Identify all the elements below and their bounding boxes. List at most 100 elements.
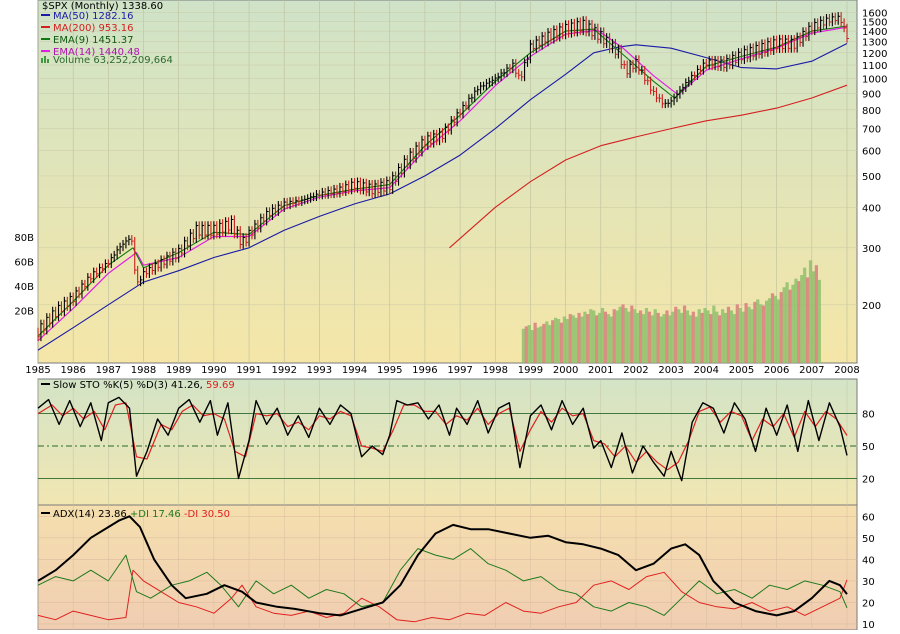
- volume-bar: [621, 304, 625, 363]
- adx-tick-label: 40: [862, 555, 875, 566]
- volume-bar: [756, 299, 760, 363]
- x-tick-label: 1986: [60, 365, 85, 376]
- volume-bar: [589, 309, 593, 363]
- ma50-line: [37, 43, 848, 351]
- adx-title-minusdi: -DI 30.50: [184, 509, 230, 520]
- volume-bar: [527, 325, 531, 363]
- volume-bar: [542, 323, 546, 363]
- ema9-swatch: [41, 38, 50, 40]
- volume-bar: [741, 311, 745, 363]
- volume-bar: [650, 315, 654, 363]
- sto-title-d: 59.69: [206, 380, 235, 391]
- x-tick-label: 2002: [623, 365, 648, 376]
- volume-bar: [767, 298, 772, 363]
- volume-bar: [776, 299, 780, 363]
- volume-bar: [662, 314, 666, 363]
- volume-bar: [609, 316, 613, 363]
- volume-bar: [627, 311, 631, 363]
- price-tick-label: 300: [862, 244, 881, 255]
- volume-bar: [606, 314, 610, 363]
- adx-panel-bg: [37, 504, 858, 631]
- volume-bar: [586, 314, 590, 363]
- x-tick-label: 1999: [518, 365, 543, 376]
- volume-bar: [785, 282, 789, 363]
- ema14-label: EMA(14) 1440.48: [53, 47, 140, 58]
- volume-bar: [685, 310, 690, 363]
- volume-bar: [524, 326, 528, 363]
- volume-bar: [779, 292, 783, 363]
- x-tick-label: 2004: [694, 365, 719, 376]
- volume-bar: [674, 306, 678, 363]
- volume-bar: [723, 312, 728, 363]
- volume-bar: [638, 310, 643, 363]
- volume-bar: [680, 312, 684, 363]
- volume-bar: [817, 279, 821, 363]
- volume-tick-label: 80B: [14, 233, 34, 244]
- adx-tick-label: 10: [862, 620, 875, 630]
- volume-bar: [729, 310, 734, 363]
- volume-bar: [659, 316, 663, 363]
- volume-bar: [551, 320, 555, 363]
- ma200-line: [449, 84, 848, 249]
- grid-layer: [37, 0, 857, 630]
- price-tick-label: 1500: [862, 17, 887, 28]
- volume-bar: [530, 330, 534, 363]
- x-tick-label: 1985: [25, 365, 50, 376]
- volume-bar: [700, 312, 704, 363]
- plus-di-line: [37, 548, 848, 616]
- series-layer: [37, 12, 849, 623]
- price-tick-label: 1100: [862, 61, 887, 72]
- adx-legend: ADX(14) 23.86 +DI 17.46 -DI 30.50: [41, 509, 230, 520]
- sto-tick-label: 80: [862, 410, 875, 421]
- x-tick-label: 1990: [201, 365, 226, 376]
- x-tick-label: 1993: [307, 365, 332, 376]
- volume-bar: [571, 315, 575, 363]
- volume-bar: [697, 309, 701, 363]
- x-tick-label: 1988: [131, 365, 156, 376]
- volume-bar: [808, 260, 813, 363]
- volume-tick-label: 20B: [14, 307, 34, 318]
- adx-tick-label: 50: [862, 534, 875, 545]
- price-legend: $SPX (Monthly) 1338.60 MA(50) 1282.16 MA…: [41, 1, 173, 66]
- volume-bar: [633, 309, 637, 363]
- x-tick-label: 2003: [658, 365, 683, 376]
- ema14-swatch: [41, 50, 50, 52]
- volume-bar: [782, 287, 786, 363]
- volume-bar: [595, 315, 599, 363]
- volume-bar: [665, 310, 669, 363]
- adx-swatch: [41, 512, 50, 514]
- volume-bar: [612, 309, 616, 363]
- axis-layer: 1985 1986 1987 1988 1989 1990 1991 1992 1993 1994…: [14, 8, 887, 631]
- adx-tick-label: 30: [862, 577, 875, 588]
- volume-tick-label: 40B: [14, 282, 34, 293]
- volume-bar: [738, 308, 742, 363]
- volume-bar: [712, 305, 716, 363]
- volume-bar: [630, 305, 634, 363]
- ma200-swatch: [41, 26, 50, 28]
- volume-bar: [618, 306, 622, 363]
- volume-bars: [521, 260, 821, 363]
- volume-bar: [624, 308, 628, 363]
- volume-bar: [703, 308, 707, 363]
- volume-bar: [574, 317, 578, 363]
- adx-tick-label: 20: [862, 598, 875, 609]
- volume-bar: [803, 267, 807, 363]
- volume-bar: [694, 316, 698, 363]
- volume-bar: [750, 309, 754, 363]
- sto-k-line: [37, 396, 848, 482]
- volume-bar: [671, 311, 675, 363]
- volume-bar: [562, 316, 567, 363]
- volume-bar: [583, 311, 587, 363]
- price-tick-label: 1600: [862, 8, 887, 19]
- volume-bar: [677, 309, 681, 363]
- volume-bar: [814, 265, 818, 363]
- price-tick-label: 700: [862, 125, 881, 136]
- volume-bar: [580, 316, 584, 363]
- volume-bar: [644, 308, 649, 363]
- x-tick-label: 2005: [729, 365, 754, 376]
- volume-bar: [715, 311, 719, 363]
- volume-bar: [615, 310, 619, 363]
- volume-bar: [744, 303, 748, 363]
- volume-bar: [577, 312, 581, 363]
- price-tick-label: 1200: [862, 49, 887, 60]
